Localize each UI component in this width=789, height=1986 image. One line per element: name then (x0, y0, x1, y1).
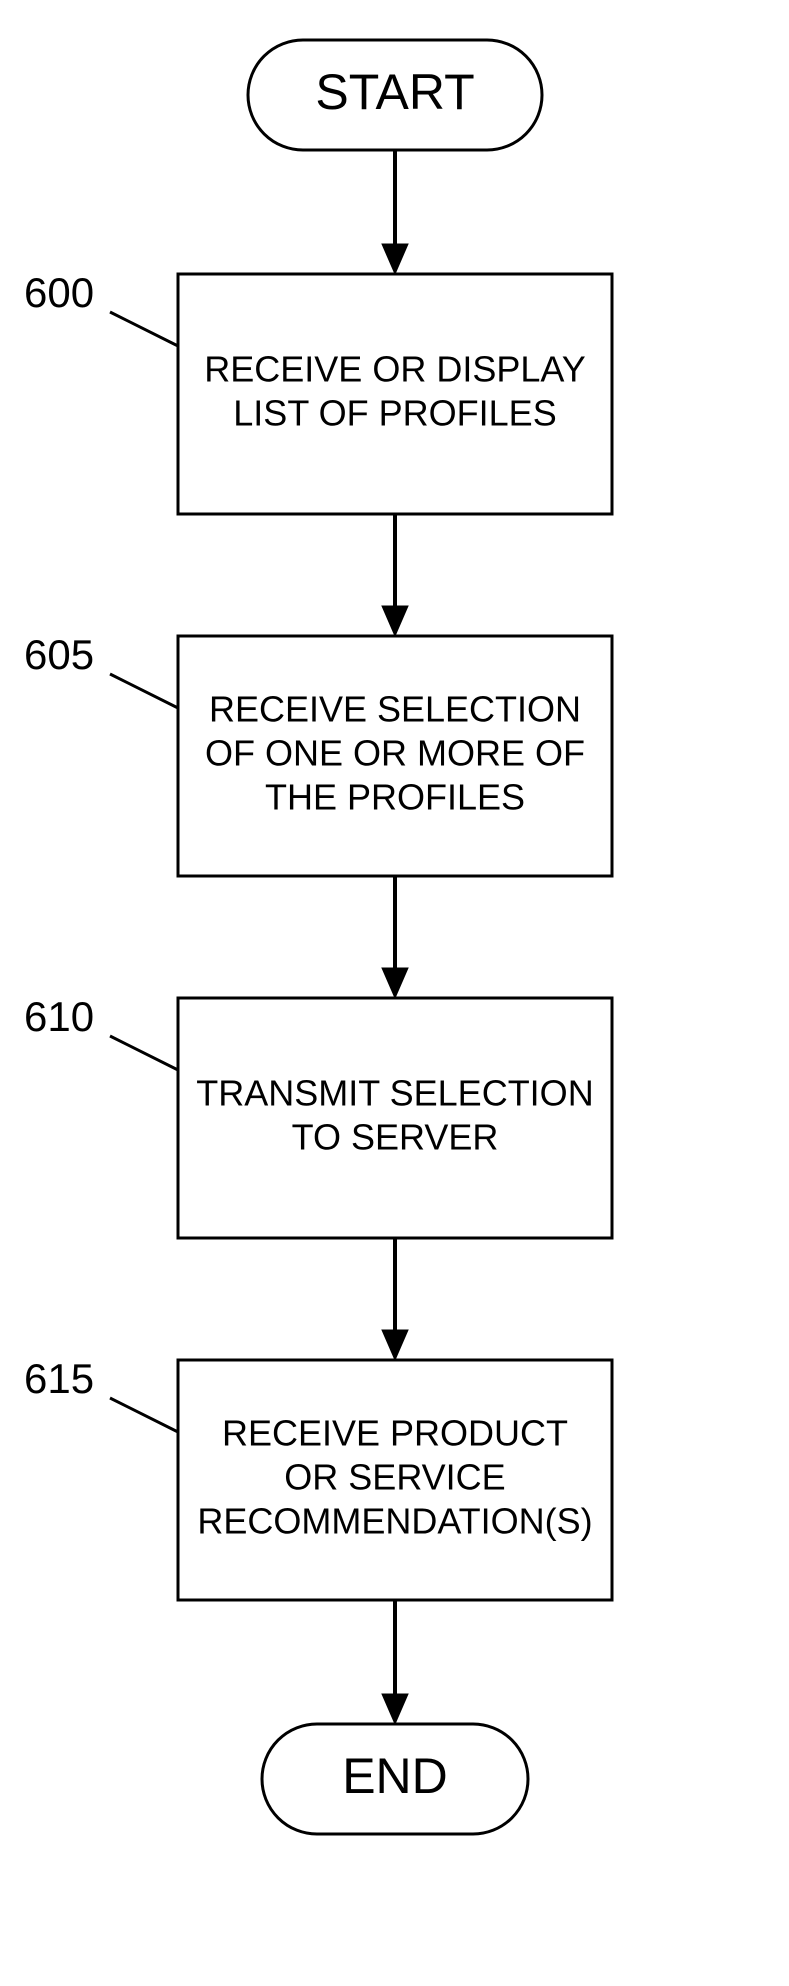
ref-label-610: 610 (24, 993, 94, 1040)
node-n615-line-2: RECOMMENDATION(S) (197, 1501, 592, 1542)
node-end-label: END (342, 1748, 448, 1804)
node-n600-line-0: RECEIVE OR DISPLAY (204, 349, 585, 390)
node-n615: RECEIVE PRODUCTOR SERVICERECOMMENDATION(… (178, 1360, 612, 1600)
arrowhead-n615-end (382, 1694, 408, 1724)
node-n610-line-0: TRANSMIT SELECTION (196, 1073, 593, 1114)
node-n600-line-1: LIST OF PROFILES (233, 393, 556, 434)
flowchart-canvas: STARTRECEIVE OR DISPLAYLIST OF PROFILESR… (0, 0, 789, 1986)
ref-leader-605 (110, 674, 178, 708)
node-n610: TRANSMIT SELECTIONTO SERVER (178, 998, 612, 1238)
ref-leader-600 (110, 312, 178, 346)
node-n605: RECEIVE SELECTIONOF ONE OR MORE OFTHE PR… (178, 636, 612, 876)
node-n605-line-2: THE PROFILES (265, 777, 525, 818)
ref-label-605: 605 (24, 631, 94, 678)
node-n615-line-0: RECEIVE PRODUCT (222, 1413, 568, 1454)
node-n605-line-1: OF ONE OR MORE OF (205, 733, 585, 774)
ref-leader-615 (110, 1398, 178, 1432)
node-n610-line-1: TO SERVER (292, 1117, 499, 1158)
node-n605-line-0: RECEIVE SELECTION (209, 689, 581, 730)
node-start: START (248, 40, 542, 150)
arrowhead-n605-n610 (382, 968, 408, 998)
arrowhead-n610-n615 (382, 1330, 408, 1360)
arrowhead-n600-n605 (382, 606, 408, 636)
arrowhead-start-n600 (382, 244, 408, 274)
node-n615-line-1: OR SERVICE (284, 1457, 505, 1498)
ref-label-600: 600 (24, 269, 94, 316)
ref-leader-610 (110, 1036, 178, 1070)
ref-label-615: 615 (24, 1355, 94, 1402)
node-n600: RECEIVE OR DISPLAYLIST OF PROFILES (178, 274, 612, 514)
node-start-label: START (315, 64, 474, 120)
node-end: END (262, 1724, 528, 1834)
